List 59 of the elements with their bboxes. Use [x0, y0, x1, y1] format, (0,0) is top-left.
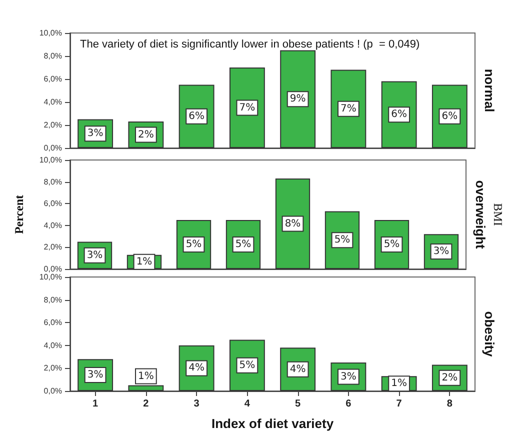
- y-tick-label: 0,0%: [44, 144, 62, 152]
- x-tick-label: 1: [92, 398, 99, 410]
- data-label: 1%: [138, 370, 154, 382]
- data-label: 5%: [186, 238, 202, 250]
- data-label: 3%: [86, 250, 103, 261]
- y-tick-label: 6,0%: [44, 318, 62, 328]
- data-label: 2%: [138, 129, 154, 140]
- x-tick-label: 5: [295, 398, 302, 410]
- x-tick-label: 3: [194, 398, 200, 410]
- data-label: 6%: [188, 110, 204, 122]
- data-label: 3%: [87, 370, 104, 381]
- data-label: 7%: [239, 102, 256, 114]
- annotation: The variety of diet is significantly lower in obese patients ! (p = 0,049): [80, 38, 420, 50]
- y-tick-label: 6,0%: [44, 74, 62, 84]
- y2-axis-title: overweight: [473, 180, 488, 250]
- data-label: 3%: [340, 371, 356, 382]
- y-tick-label: 0,0%: [44, 386, 62, 396]
- y-axis-title: Percent: [12, 194, 26, 234]
- y-tick-label: 4,0%: [44, 98, 62, 106]
- data-label: 4%: [188, 362, 204, 374]
- y2-axis-title: normal: [482, 68, 497, 112]
- y-tick-label: 2,0%: [44, 120, 62, 130]
- x-tick-label: 6: [346, 398, 352, 410]
- y-tick-label: 2,0%: [44, 364, 62, 373]
- data-label: 5%: [239, 360, 256, 371]
- y3-axis-title: BMI: [491, 203, 505, 226]
- data-label: 1%: [136, 256, 152, 268]
- x-tick-label: 7: [396, 398, 402, 410]
- y-tick-label: 4,0%: [44, 220, 62, 230]
- data-label: 3%: [87, 128, 104, 140]
- x-tick-label: 2: [143, 398, 150, 410]
- x-tick-label: 4: [244, 398, 250, 410]
- data-label: 7%: [340, 103, 356, 114]
- data-label: 5%: [334, 234, 350, 246]
- data-label: 2%: [442, 372, 458, 384]
- bar: [280, 50, 316, 148]
- data-label: 6%: [391, 109, 407, 120]
- y-tick-label: 10,0%: [39, 272, 62, 282]
- data-label: 3%: [433, 246, 450, 258]
- y-tick-label: 8,0%: [44, 295, 62, 304]
- y-tick-label: 10,0%: [39, 156, 62, 164]
- data-label: 8%: [284, 218, 301, 230]
- y-tick-label: 0,0%: [44, 264, 62, 274]
- data-label: 4%: [290, 364, 306, 375]
- data-label: 1%: [391, 378, 407, 390]
- y-tick-label: 10,0%: [39, 28, 62, 38]
- data-label: 5%: [384, 238, 400, 250]
- data-label: 6%: [442, 110, 458, 122]
- y-tick-label: 8,0%: [44, 52, 62, 60]
- y-tick-label: 2,0%: [44, 242, 62, 252]
- data-label: 5%: [235, 238, 252, 250]
- bar: [275, 178, 310, 269]
- y-tick-label: 4,0%: [44, 340, 62, 350]
- x-tick-label: 8: [446, 398, 453, 410]
- y-tick-label: 6,0%: [44, 199, 62, 208]
- data-label: 9%: [290, 94, 306, 105]
- y-tick-label: 8,0%: [44, 177, 62, 186]
- y2-axis-title: obesity: [482, 311, 497, 358]
- x-axis-title: Index of diet variety: [211, 416, 334, 431]
